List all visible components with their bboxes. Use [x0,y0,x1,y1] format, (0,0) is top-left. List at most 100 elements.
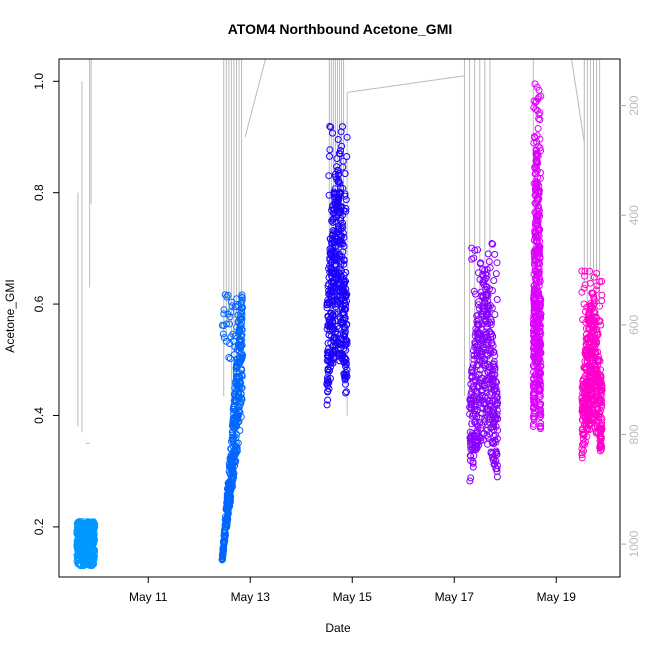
data-point [342,389,350,397]
data-point [469,463,477,471]
data-point [468,255,476,263]
data-point [340,207,348,215]
x-axis: May 11 May 13 May 15 May 17 May 19 [129,577,576,604]
data-point [82,551,89,559]
data-point [530,416,538,424]
data-point [235,326,243,334]
data-point [578,445,586,453]
data-point [343,340,351,348]
data-point [218,556,226,564]
data-point [590,338,598,346]
data-point [532,313,540,321]
data-point [236,338,244,345]
data-point [326,322,334,330]
data-point [328,217,336,225]
data-point [334,196,342,204]
data-point [470,410,477,418]
x-tick-label: May 15 [333,590,373,604]
data-point [586,316,594,324]
data-point [326,146,334,154]
data-point [581,267,589,275]
data-point [336,150,344,158]
data-point [590,295,598,303]
data-point [592,378,600,386]
data-point [230,457,238,465]
data-point [529,368,537,376]
y2-tick-label: 600 [627,315,641,335]
data-point [578,267,586,275]
data-point [535,393,543,401]
data-point [470,352,478,360]
data-point [467,474,475,482]
data-point [466,452,474,460]
data-point [338,303,346,311]
data-point [486,375,494,383]
data-point [235,393,243,401]
data-point [226,355,234,363]
data-point [333,207,341,215]
data-point [593,362,601,370]
data-point [467,401,475,409]
data-point [326,249,334,257]
data-point [597,373,605,381]
data-point [531,80,539,88]
data-point [332,218,340,226]
data-point [468,366,476,374]
data-point [582,419,590,427]
data-point [532,232,540,239]
data-point [238,384,246,392]
data-point [325,191,333,199]
data-point [224,493,231,501]
data-point [223,506,231,514]
data-point [489,453,497,461]
data-point [468,368,476,376]
data-point [473,352,481,359]
data-point [471,407,479,414]
data-point [229,473,237,481]
data-point [336,179,344,187]
data-point [237,365,245,373]
data-point [535,372,543,380]
data-point [326,152,333,160]
data-point [226,313,234,321]
data-point [487,340,495,348]
data-point [222,337,230,345]
data-point [236,335,244,343]
data-point [493,259,501,267]
data-point [340,260,348,268]
data-point [232,378,240,386]
data-point [472,290,479,298]
data-point [329,218,337,226]
data-point [587,300,595,307]
data-point [475,269,482,277]
data-point [582,422,590,430]
data-point [236,408,244,416]
data-point [491,311,499,318]
data-point [238,326,246,334]
data-point [328,206,336,214]
y2-tick-label: 800 [627,424,641,444]
data-point [530,398,538,406]
data-point [589,389,597,397]
data-point [532,353,540,361]
data-point [581,272,589,280]
data-point [597,377,605,385]
data-point [491,366,499,374]
data-point [530,180,538,188]
data-point [482,376,490,384]
data-point [231,332,239,340]
data-point [596,432,604,440]
data-point [536,377,544,385]
data-point [470,254,478,262]
data-point [491,397,499,405]
data-point [532,153,540,161]
data-point [582,401,589,409]
data-point [332,339,340,347]
data-point [530,97,538,105]
data-point [484,351,492,359]
y2-axis: 200 400 600 800 1000 [620,95,641,557]
data-point [328,269,336,277]
data-point [591,411,599,419]
data-point [482,274,490,282]
data-point [534,202,542,210]
